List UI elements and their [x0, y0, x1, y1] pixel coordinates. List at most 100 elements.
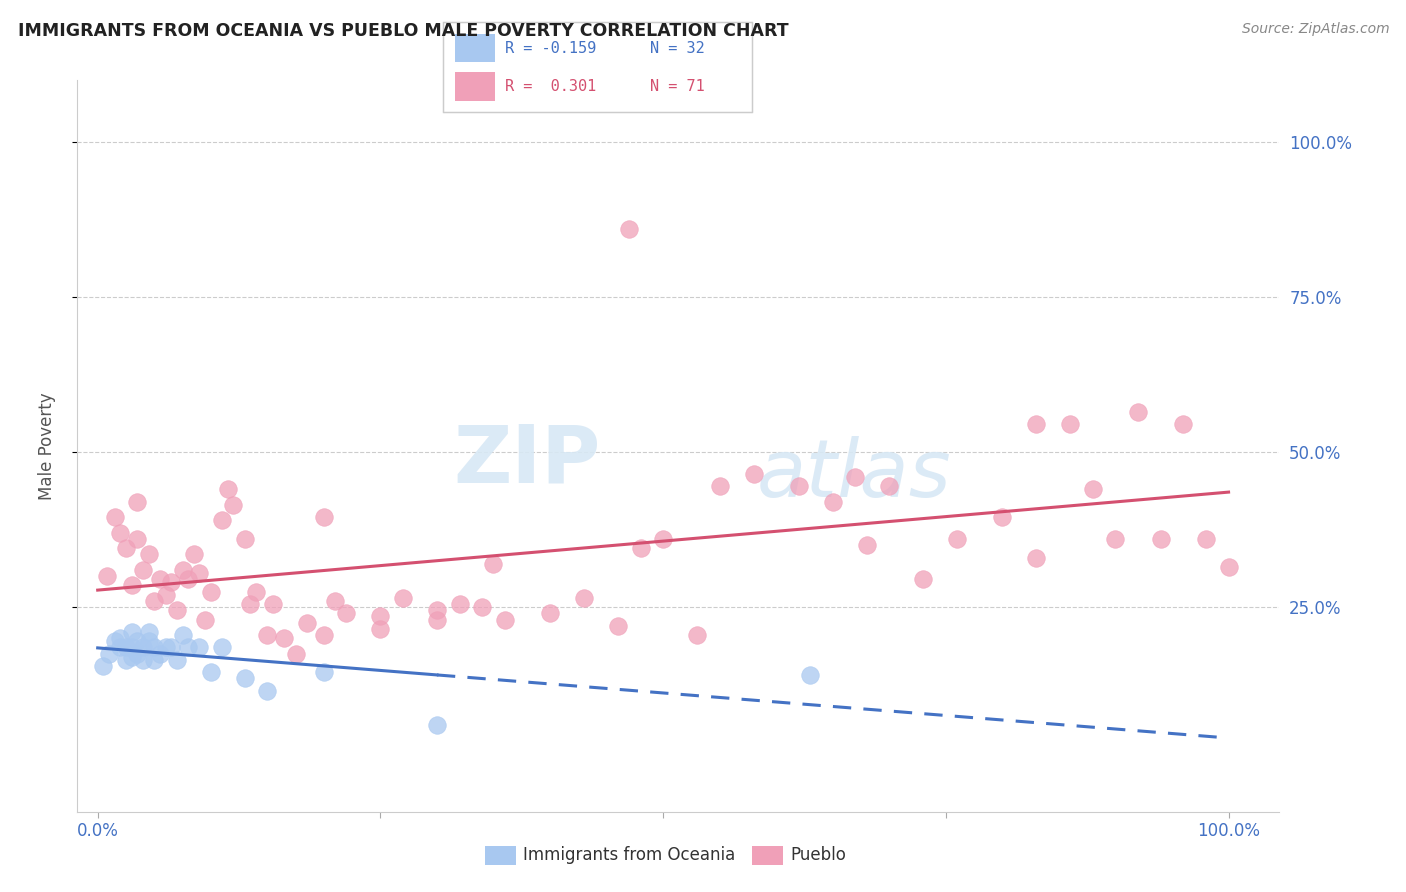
Point [245, 584, 267, 599]
Point [538, 607, 561, 621]
Point [946, 532, 969, 546]
Point [370, 622, 392, 636]
Point [110, 640, 132, 655]
Point [127, 647, 149, 661]
Point [1173, 417, 1195, 432]
Point [211, 513, 233, 527]
Point [1218, 560, 1240, 574]
Point [233, 672, 256, 686]
Point [787, 479, 810, 493]
Point [284, 647, 307, 661]
Point [855, 538, 877, 552]
Point [426, 603, 449, 617]
Point [172, 563, 194, 577]
Point [742, 467, 765, 481]
Point [138, 634, 160, 648]
Point [471, 600, 494, 615]
Point [115, 640, 138, 655]
Point [606, 619, 628, 633]
Point [1025, 550, 1047, 565]
Point [426, 718, 449, 732]
Point [96, 569, 118, 583]
Point [183, 548, 205, 562]
Y-axis label: Male Poverty: Male Poverty [38, 392, 56, 500]
Point [132, 653, 155, 667]
Point [572, 591, 595, 605]
Text: R = -0.159: R = -0.159 [505, 41, 596, 55]
Point [494, 613, 516, 627]
Text: R =  0.301: R = 0.301 [505, 79, 596, 94]
Point [1150, 532, 1173, 546]
Point [1025, 417, 1047, 432]
Point [844, 470, 866, 484]
Point [200, 584, 222, 599]
Point [295, 615, 318, 630]
Point [312, 510, 335, 524]
Point [143, 594, 166, 608]
Point [104, 634, 127, 648]
FancyBboxPatch shape [456, 34, 495, 62]
Point [709, 479, 731, 493]
Point [200, 665, 222, 680]
Point [312, 665, 335, 680]
Point [370, 609, 392, 624]
Point [312, 628, 335, 642]
Point [104, 510, 127, 524]
Point [160, 575, 183, 590]
Point [1059, 417, 1081, 432]
Point [821, 495, 844, 509]
Point [222, 498, 245, 512]
Text: N = 71: N = 71 [650, 79, 704, 94]
Point [1104, 532, 1126, 546]
Point [686, 628, 709, 642]
Point [652, 532, 675, 546]
Point [256, 628, 278, 642]
Point [115, 653, 138, 667]
Point [121, 649, 143, 664]
Point [239, 597, 262, 611]
Point [482, 557, 505, 571]
Point [143, 640, 166, 655]
Point [127, 532, 149, 546]
Point [426, 613, 449, 627]
Text: Immigrants from Oceania: Immigrants from Oceania [523, 847, 735, 864]
Point [91, 659, 114, 673]
Point [194, 613, 217, 627]
Point [630, 541, 652, 556]
Point [799, 668, 821, 682]
Point [879, 479, 901, 493]
Point [217, 483, 239, 497]
Point [138, 548, 160, 562]
Point [323, 594, 346, 608]
Point [1081, 483, 1104, 497]
Text: ZIP: ZIP [453, 422, 600, 500]
Point [166, 653, 188, 667]
Text: N = 32: N = 32 [650, 41, 704, 55]
Point [132, 640, 155, 655]
Point [110, 525, 132, 540]
Text: Pueblo: Pueblo [790, 847, 846, 864]
Point [115, 541, 138, 556]
Point [233, 532, 256, 546]
Point [121, 624, 143, 639]
Point [121, 640, 143, 655]
Point [256, 683, 278, 698]
Point [177, 572, 200, 586]
Point [155, 640, 177, 655]
Point [160, 640, 183, 655]
Point [149, 572, 172, 586]
Text: Source: ZipAtlas.com: Source: ZipAtlas.com [1241, 22, 1389, 37]
Point [143, 653, 166, 667]
Point [110, 631, 132, 645]
Point [1126, 405, 1149, 419]
Point [155, 588, 177, 602]
Point [132, 563, 155, 577]
Point [98, 647, 121, 661]
Point [188, 566, 211, 580]
Point [149, 647, 172, 661]
Text: IMMIGRANTS FROM OCEANIA VS PUEBLO MALE POVERTY CORRELATION CHART: IMMIGRANTS FROM OCEANIA VS PUEBLO MALE P… [18, 22, 789, 40]
FancyBboxPatch shape [456, 72, 495, 101]
Point [619, 222, 641, 236]
Point [166, 603, 188, 617]
Text: atlas: atlas [756, 436, 952, 515]
